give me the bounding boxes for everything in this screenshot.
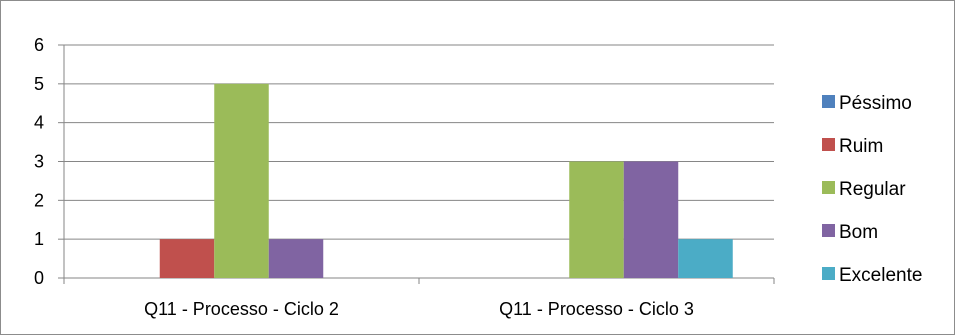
legend-label: Péssimo — [839, 93, 912, 114]
y-tick-label: 3 — [34, 152, 44, 172]
legend-label: Regular — [839, 179, 906, 200]
bar-regular-1 — [214, 83, 269, 278]
legend-swatch-excelente — [822, 267, 835, 280]
y-tick-label: 4 — [34, 113, 44, 133]
legend-swatch-p-ssimo — [822, 95, 835, 108]
y-tick-label: 2 — [34, 190, 44, 210]
y-tick-label: 5 — [34, 74, 44, 94]
legend-label: Ruim — [839, 136, 883, 157]
legend-label: Excelente — [839, 265, 922, 286]
bar-bom-2 — [623, 161, 679, 278]
y-tick-label: 6 — [34, 35, 44, 55]
legend-swatch-regular — [822, 181, 835, 194]
legend-swatch-ruim — [822, 138, 835, 151]
x-category-label: Q11 - Processo - Ciclo 2 — [144, 299, 339, 319]
legend-label: Bom — [839, 222, 878, 243]
y-tick-label: 0 — [34, 268, 44, 288]
bar-excelente-2 — [678, 239, 733, 278]
bar-ruim-1 — [159, 239, 215, 278]
x-category-label: Q11 - Processo - Ciclo 3 — [499, 299, 694, 319]
bar-bom-1 — [268, 239, 324, 278]
y-tick-label: 1 — [34, 229, 44, 249]
bar-regular-2 — [569, 161, 624, 278]
legend-swatch-bom — [822, 224, 835, 237]
